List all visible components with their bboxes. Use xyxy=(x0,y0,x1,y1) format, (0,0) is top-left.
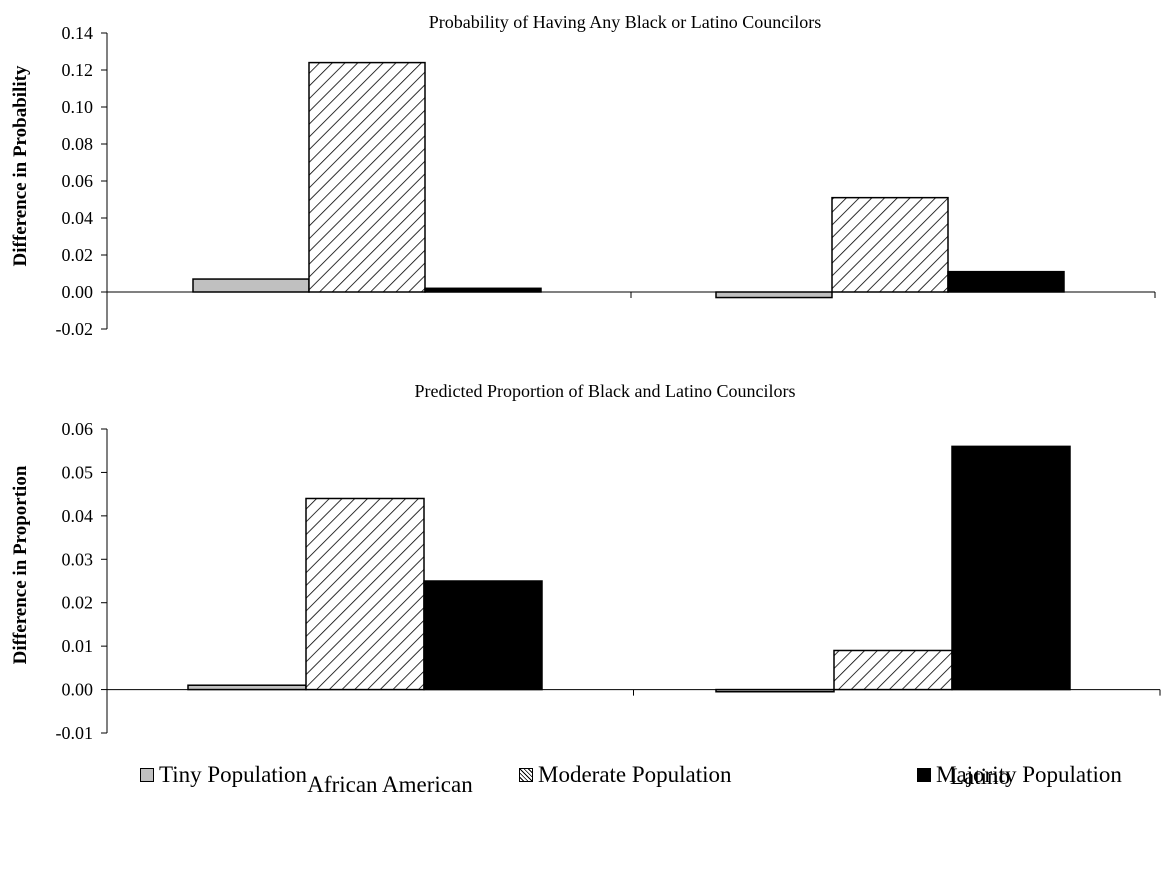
bar-moderate-latino xyxy=(833,649,953,691)
y-tick-label: 0.12 xyxy=(62,60,94,80)
proportion-chart-title: Predicted Proportion of Black and Latino… xyxy=(415,381,796,401)
proportion-panel: Predicted Proportion of Black and Latino… xyxy=(10,381,1161,743)
probability-y-axis-label: Difference in Probability xyxy=(10,65,31,266)
bar-moderate-latino xyxy=(831,196,949,293)
y-tick-label: 0.10 xyxy=(62,97,94,117)
y-tick-label: 0.05 xyxy=(62,462,94,482)
probability-chart-title: Probability of Having Any Black or Latin… xyxy=(429,12,821,32)
legend-label-tiny: Tiny Population xyxy=(159,762,308,787)
y-tick-label: 0.14 xyxy=(62,23,94,43)
legend-label-moderate: Moderate Population xyxy=(538,762,732,787)
bar-tiny-african-american xyxy=(192,278,310,293)
bar-majority-latino xyxy=(947,270,1065,293)
proportion-y-axis-label: Difference in Proportion xyxy=(10,465,31,664)
y-tick-label: -0.02 xyxy=(56,319,94,339)
y-tick-label: 0.01 xyxy=(62,636,94,656)
x-category-label-african-american: African American xyxy=(307,772,473,797)
y-tick-label: 0.02 xyxy=(62,593,94,613)
legend-swatch-moderate xyxy=(519,768,533,782)
y-tick-label: 0.02 xyxy=(62,245,94,265)
y-tick-label: 0.08 xyxy=(62,134,94,154)
y-tick-label: 0.00 xyxy=(62,680,94,700)
bar-tiny-latino xyxy=(715,291,833,299)
legend-swatch-majority xyxy=(917,768,931,782)
x-category-label-latino: Latino xyxy=(950,764,1010,789)
bar-majority-african-american xyxy=(423,580,543,691)
legend-item-majority: Majority Population xyxy=(917,762,1122,788)
bar-moderate-african-american xyxy=(305,497,425,691)
legend-label-majority: Majority Population xyxy=(936,762,1122,787)
y-tick-label: -0.01 xyxy=(56,723,94,743)
bar-moderate-african-american xyxy=(308,61,426,293)
y-tick-label: 0.04 xyxy=(62,208,94,228)
bar-majority-latino xyxy=(951,445,1071,691)
y-tick-label: 0.06 xyxy=(62,419,94,439)
y-tick-label: 0.06 xyxy=(62,171,94,191)
legend-item-tiny: Tiny Population xyxy=(140,762,307,788)
y-tick-label: 0.04 xyxy=(62,506,94,526)
probability-panel: Probability of Having Any Black or Latin… xyxy=(10,12,1156,339)
y-tick-label: 0.03 xyxy=(62,549,94,569)
legend-swatch-tiny xyxy=(140,768,154,782)
bar-majority-african-american xyxy=(424,287,542,293)
bar-tiny-african-american xyxy=(187,684,307,691)
y-tick-label: 0.00 xyxy=(62,282,94,302)
legend-item-moderate: Moderate Population xyxy=(519,762,732,788)
